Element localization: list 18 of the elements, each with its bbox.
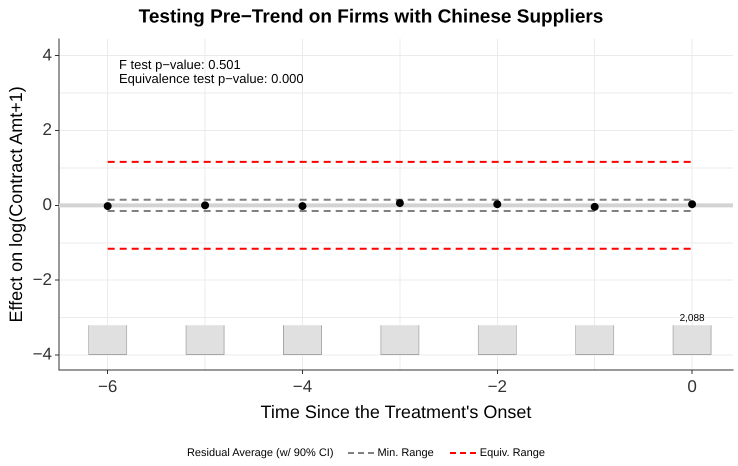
x-tick-label: −2 — [488, 376, 507, 396]
y-tick-label: −4 — [32, 344, 52, 364]
y-tick-label: 4 — [42, 45, 52, 64]
annotation: Equivalence test p−value: 0.000 — [118, 70, 304, 86]
y-tick-label: 0 — [42, 195, 52, 214]
annotation: F test p−value: 0.501 — [118, 56, 241, 72]
y-axis-title: Effect on log(Contract Amt+1) — [6, 86, 26, 323]
x-tick-label: −6 — [98, 376, 118, 396]
legend-title: Residual Average (w/ 90% CI) — [186, 447, 334, 459]
y-tick-label: 2 — [42, 120, 52, 140]
chart-title: Testing Pre−Trend on Firms with Chinese Suppliers — [138, 6, 604, 28]
x-tick-label: −4 — [292, 376, 312, 396]
legend-label: Min. Range — [378, 447, 434, 459]
annotation: 2,088 — [680, 312, 706, 324]
x-tick-label: 0 — [687, 376, 697, 396]
x-axis-title: Time Since the Treatment's Onset — [260, 402, 532, 422]
y-tick-label: −2 — [32, 270, 52, 289]
legend-label: Equiv. Range — [480, 447, 546, 459]
